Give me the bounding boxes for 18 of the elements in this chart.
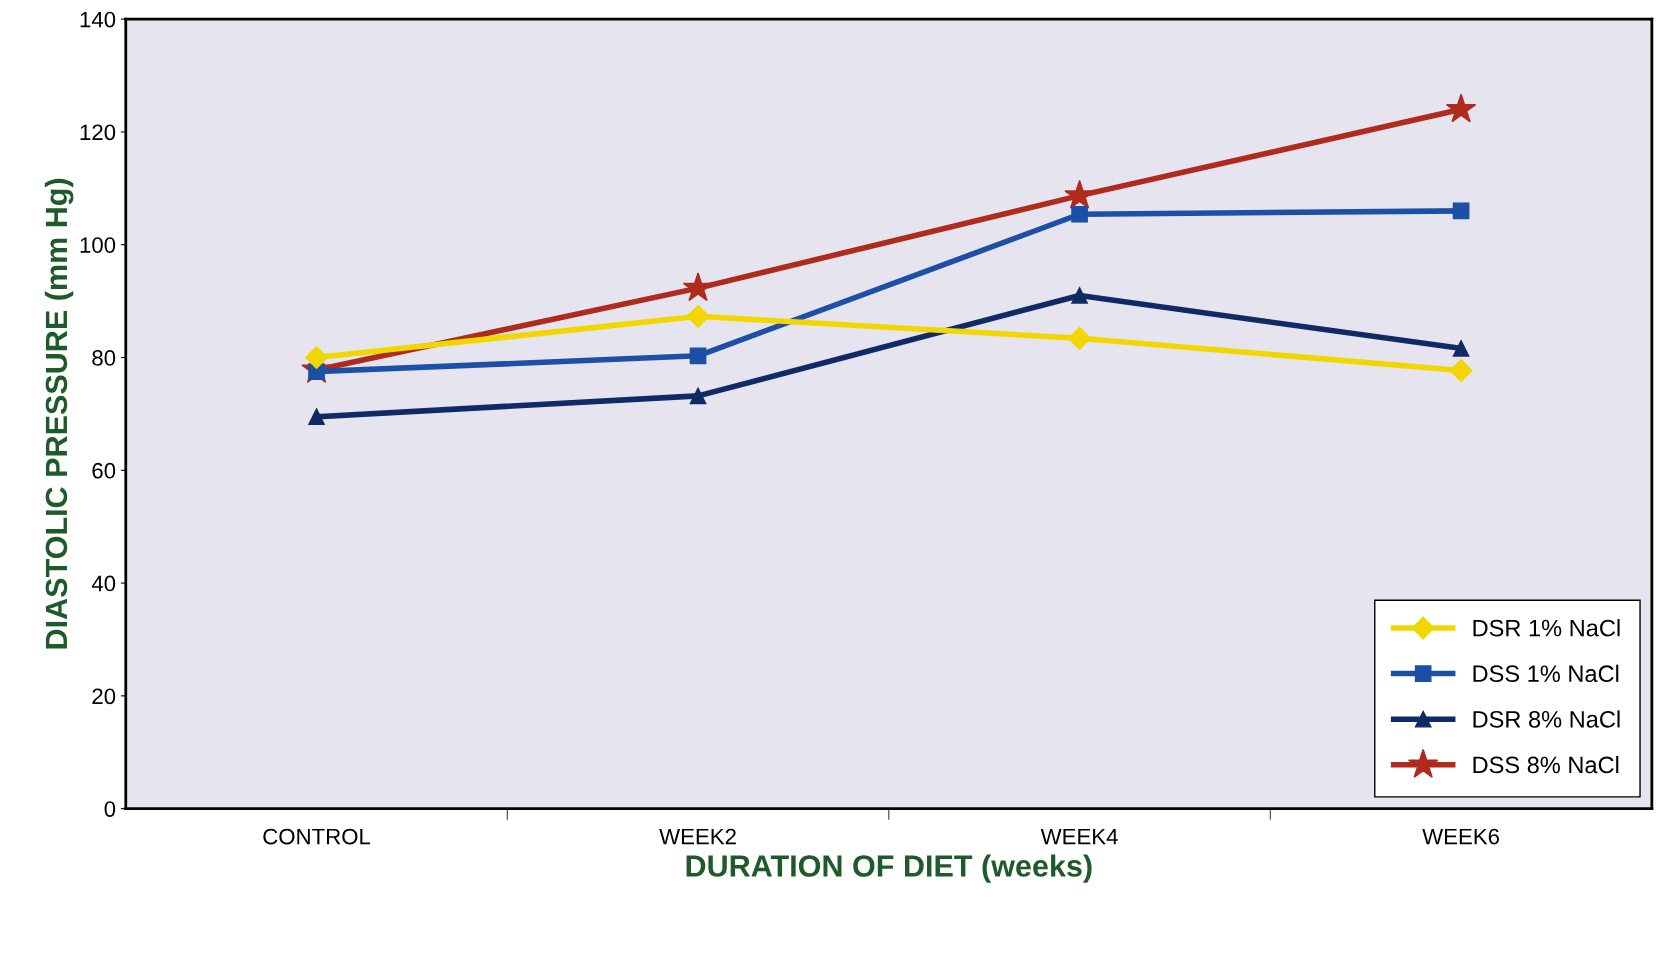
legend-label: DSS 1% NaCl bbox=[1473, 664, 1619, 683]
x-tick-label: WEEK6 bbox=[1422, 828, 1500, 845]
x-tick-label: CONTROL bbox=[263, 828, 371, 845]
legend-label: DSS 8% NaCl bbox=[1473, 755, 1619, 774]
y-tick-label: 0 bbox=[104, 801, 116, 817]
y-tick-label: 140 bbox=[80, 11, 116, 28]
y-tick-label: 80 bbox=[92, 350, 116, 366]
x-tick-label: WEEK2 bbox=[659, 828, 736, 845]
y-tick-label: 60 bbox=[92, 462, 116, 479]
x-axis-title: DURATION OF DIET (weeks) bbox=[686, 854, 1092, 883]
x-tick-label: WEEK4 bbox=[1040, 828, 1118, 845]
y-tick-label: 20 bbox=[92, 688, 116, 705]
y-tick-label: 120 bbox=[80, 124, 116, 141]
y-tick-label: 100 bbox=[80, 237, 116, 253]
legend-label: DSR 1% NaCl bbox=[1473, 619, 1620, 637]
legend-label: DSR 8% NaCl bbox=[1473, 710, 1620, 728]
y-axis-title: DIASTOLIC PRESSURE (mm Hg) bbox=[44, 178, 74, 649]
y-tick-label: 40 bbox=[91, 575, 116, 592]
